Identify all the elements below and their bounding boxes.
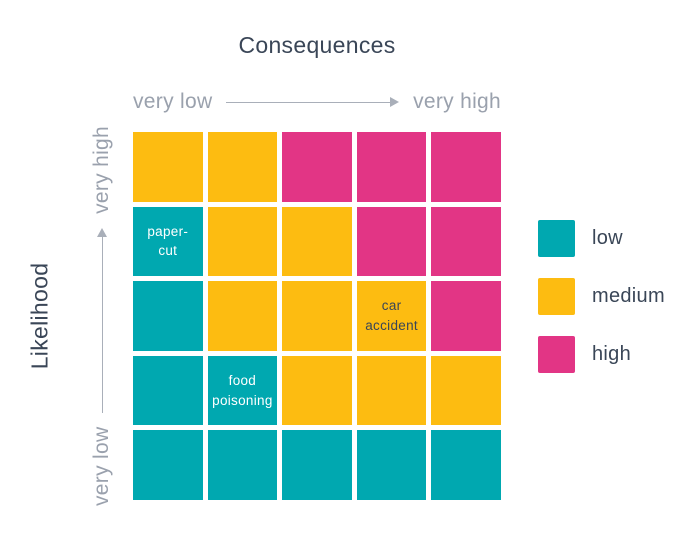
matrix-cell: [356, 206, 427, 277]
matrix-cell: [431, 430, 501, 500]
chart-title: Consequences: [238, 32, 396, 58]
matrix-cell: [133, 355, 203, 426]
x-axis-high-label: very high: [413, 90, 501, 113]
matrix-cell: [282, 281, 352, 351]
y-axis-low-label: very low: [90, 426, 113, 506]
matrix-cell: [431, 132, 501, 202]
legend-swatch-low: [538, 220, 575, 257]
legend-swatch-high: [538, 336, 575, 373]
legend-swatch-medium: [538, 278, 575, 315]
x-axis-low-label: very low: [133, 90, 213, 113]
legend-item-low: low: [538, 220, 665, 257]
legend-label-medium: medium: [592, 285, 665, 307]
matrix-cell: [282, 206, 352, 277]
y-axis-high-label: very high: [90, 126, 113, 214]
matrix-cell: [356, 355, 427, 426]
y-axis-arrow-icon: [97, 227, 107, 413]
matrix-cell: [282, 430, 352, 500]
matrix-cell: [133, 281, 203, 351]
risk-matrix-grid: paper- cut car accident food poisoning: [133, 132, 501, 500]
matrix-cell: [356, 132, 427, 202]
matrix-cell: [282, 132, 352, 202]
legend-item-medium: medium: [538, 278, 665, 315]
cell-label: car accident: [365, 298, 418, 333]
matrix-cell: [431, 281, 501, 351]
y-axis: very low very high: [88, 126, 116, 506]
cell-label: paper- cut: [147, 223, 189, 259]
legend-item-high: high: [538, 336, 665, 373]
matrix-cell: car accident: [356, 281, 427, 351]
x-axis-arrow-icon: [226, 97, 400, 107]
matrix-cell: [356, 430, 427, 500]
matrix-cell: [133, 430, 203, 500]
cell-label: food poisoning: [212, 373, 273, 408]
y-axis-title: Likelihood: [26, 262, 53, 370]
legend: low medium high: [538, 220, 665, 373]
legend-label-low: low: [592, 227, 623, 249]
matrix-cell: [207, 132, 278, 202]
matrix-cell: food poisoning: [207, 355, 278, 426]
matrix-cell: [207, 281, 278, 351]
x-axis: very low very high: [133, 88, 501, 116]
matrix-cell: [431, 206, 501, 277]
matrix-cell: [207, 206, 278, 277]
matrix-cell: [133, 132, 203, 202]
matrix-cell: [282, 355, 352, 426]
matrix-cell: paper- cut: [133, 206, 203, 277]
legend-label-high: high: [592, 343, 632, 365]
matrix-cell: [207, 430, 278, 500]
matrix-cell: [431, 355, 501, 426]
